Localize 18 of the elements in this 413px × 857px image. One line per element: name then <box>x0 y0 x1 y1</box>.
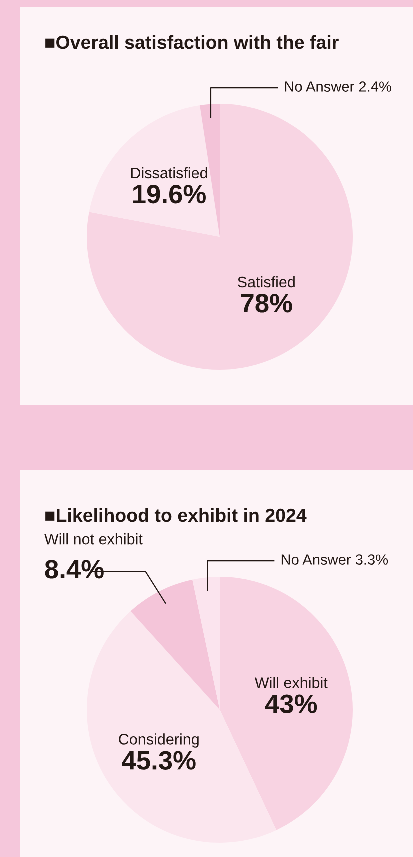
pie-slice <box>220 577 353 830</box>
slice-label: Considering <box>119 734 199 748</box>
slice-label: No Answer 3.3% <box>282 554 388 565</box>
slice-label: Satisfied <box>238 276 295 288</box>
data-label: 78% <box>241 294 292 313</box>
data-label: 45.3% <box>122 751 196 770</box>
data-label: 43% <box>265 694 318 714</box>
chart-title: ■Overall satisfaction with the fair <box>46 35 339 50</box>
slice-label: Dissatisfied <box>131 167 208 179</box>
chart-title: ■Likelihood to exhibit in 2024 <box>46 508 307 522</box>
slice-label: Will exhibit <box>254 677 328 688</box>
slice-label: Will not exhibit <box>44 534 143 545</box>
data-label: 19.6% <box>134 185 206 204</box>
pie-slice <box>89 106 220 237</box>
pie-slice <box>130 580 220 710</box>
data-label: 8.4% <box>45 560 104 579</box>
slice-label: No Answer 2.4% <box>285 82 392 92</box>
pie-slice <box>87 104 353 370</box>
